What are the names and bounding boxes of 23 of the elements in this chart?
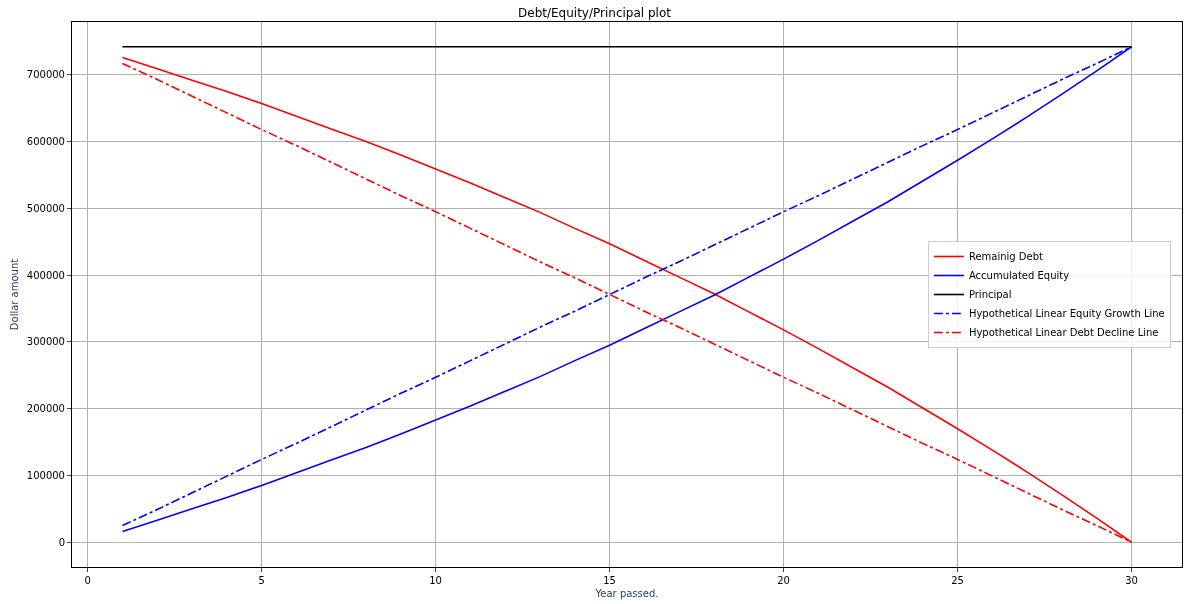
chart-title: Debt/Equity/Principal plot bbox=[518, 6, 672, 21]
x-tick-label: 10 bbox=[429, 575, 442, 586]
x-tick-label: 5 bbox=[258, 575, 265, 586]
y-tick-label: 200000 bbox=[26, 403, 65, 415]
y-tick-label: 600000 bbox=[26, 136, 65, 148]
legend-label: Hypothetical Linear Debt Decline Line bbox=[968, 327, 1159, 339]
x-tick-label: 0 bbox=[84, 575, 91, 586]
y-tick-label: 0 bbox=[58, 536, 65, 548]
y-tick-label: 400000 bbox=[26, 269, 65, 281]
y-axis-title: Dollar amount bbox=[8, 258, 20, 331]
x-tick-label: 15 bbox=[603, 575, 616, 586]
x-tick-label: 25 bbox=[951, 575, 964, 586]
y-tick-label: 300000 bbox=[26, 336, 65, 348]
legend-label: Remainig Debt bbox=[968, 251, 1044, 263]
x-tick-label: 20 bbox=[777, 575, 790, 586]
x-axis-title: Year passed. bbox=[594, 587, 659, 599]
y-tick-label: 700000 bbox=[26, 69, 65, 81]
y-tick-label: 100000 bbox=[26, 469, 65, 481]
legend-label: Hypothetical Linear Equity Growth Line bbox=[968, 308, 1165, 320]
x-tick-label: 30 bbox=[1125, 575, 1138, 586]
legend-label: Accumulated Equity bbox=[968, 270, 1070, 282]
y-tick-label: 500000 bbox=[26, 202, 65, 214]
legend-label: Principal bbox=[968, 289, 1012, 301]
